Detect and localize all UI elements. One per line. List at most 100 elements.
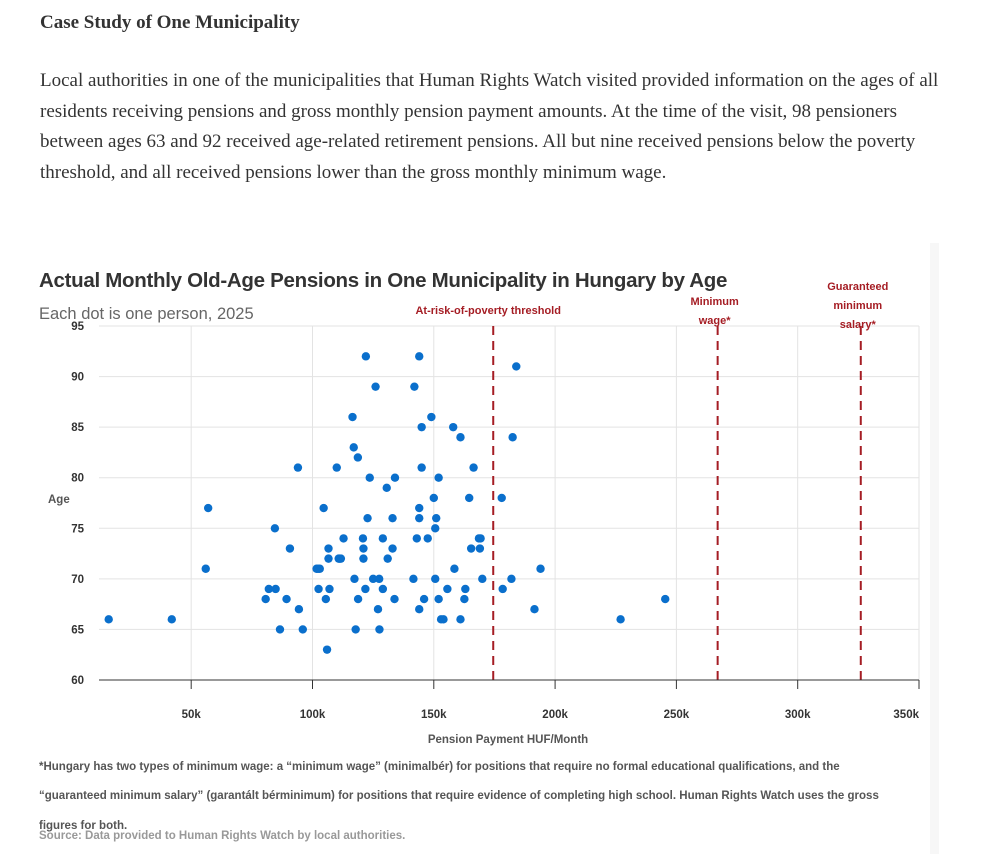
data-point xyxy=(350,574,359,584)
data-point xyxy=(475,544,485,553)
data-point xyxy=(530,605,539,614)
x-tick-label: 300k xyxy=(785,709,811,721)
data-point xyxy=(275,625,285,634)
data-point xyxy=(478,574,487,584)
data-point xyxy=(261,594,270,604)
reference-line-label: Guaranteed xyxy=(827,281,888,293)
data-point xyxy=(203,503,213,513)
data-point xyxy=(314,584,323,594)
data-point xyxy=(358,534,368,543)
data-point xyxy=(417,463,426,472)
section-heading: Case Study of One Municipality xyxy=(40,12,300,33)
axes: 60 65 70 75 80 85 90 95 50k 100k 150k 200k 250k 300k 3… xyxy=(71,321,919,721)
data-point xyxy=(361,584,370,594)
data-point xyxy=(476,534,485,543)
intro-paragraph: Local authorities in one of the municipa… xyxy=(40,70,939,183)
data-point xyxy=(201,564,210,573)
data-point xyxy=(390,594,399,604)
data-point xyxy=(382,483,391,493)
reference-line-label: salary* xyxy=(840,319,877,331)
footnote-line: *Hungary has two types of minimum wage: … xyxy=(39,761,840,773)
x-tick-label: 350k xyxy=(893,709,919,721)
data-point xyxy=(460,594,469,604)
data-point xyxy=(497,493,506,503)
data-point xyxy=(419,594,429,604)
data-point xyxy=(351,625,360,634)
data-point xyxy=(368,574,378,584)
x-tick-label: 150k xyxy=(421,709,447,721)
data-point xyxy=(461,584,470,594)
data-point xyxy=(498,584,507,594)
data-point xyxy=(456,615,465,624)
data-point xyxy=(325,584,334,594)
data-point xyxy=(271,584,280,594)
data-point xyxy=(365,473,374,482)
data-point xyxy=(415,503,424,513)
data-point xyxy=(415,605,424,614)
data-point xyxy=(512,362,521,371)
data-point xyxy=(335,554,344,563)
data-point xyxy=(298,625,307,634)
data-point xyxy=(353,594,363,604)
data-point xyxy=(415,352,424,361)
x-tick-label: 50k xyxy=(182,709,202,721)
data-point xyxy=(324,554,333,563)
y-tick-label: 80 xyxy=(71,473,84,485)
data-point xyxy=(285,544,295,553)
x-tick-label: 250k xyxy=(664,709,690,721)
data-point xyxy=(293,463,303,472)
data-point xyxy=(434,473,443,482)
data-point xyxy=(616,615,625,624)
data-point xyxy=(167,615,176,624)
data-point xyxy=(375,625,384,634)
source-note: Source: Data provided to Human Rights Wa… xyxy=(39,830,405,842)
data-point xyxy=(412,534,422,543)
data-point xyxy=(282,594,291,604)
data-point xyxy=(339,534,348,543)
footnote-line: “guaranteed minimum salary” (garantált b… xyxy=(39,790,879,802)
data-point xyxy=(661,594,670,604)
data-point xyxy=(417,422,426,432)
data-point xyxy=(348,412,357,422)
data-point xyxy=(324,544,333,553)
y-tick-label: 75 xyxy=(71,523,84,535)
y-tick-label: 95 xyxy=(71,321,84,333)
data-point xyxy=(359,544,368,553)
data-point xyxy=(378,534,388,543)
x-tick-label: 100k xyxy=(300,709,326,721)
data-point xyxy=(469,463,478,472)
data-point xyxy=(313,564,323,573)
data-point xyxy=(427,412,436,422)
data-point xyxy=(465,493,474,503)
data-point xyxy=(415,513,424,523)
data-point xyxy=(349,443,358,452)
reference-line-label: wage* xyxy=(698,315,732,327)
reference-line-label: At-risk-of-poverty threshold xyxy=(415,305,560,317)
data-point xyxy=(507,574,516,584)
data-point xyxy=(423,534,432,543)
chart-subtitle: Each dot is one person, 2025 xyxy=(39,305,254,323)
reference-line-label: Minimum xyxy=(690,296,738,308)
grid xyxy=(99,325,920,680)
data-point xyxy=(104,615,113,624)
reference-line-label: minimum xyxy=(833,300,882,312)
y-tick-label: 85 xyxy=(71,422,84,434)
data-point xyxy=(388,544,397,553)
panel-edge xyxy=(930,243,939,854)
data-point xyxy=(456,433,465,442)
y-tick-label: 70 xyxy=(71,574,84,586)
data-point xyxy=(508,433,517,442)
data-point xyxy=(294,605,304,614)
footnote-line: figures for both. xyxy=(39,820,127,832)
data-point xyxy=(443,584,452,594)
data-point xyxy=(322,645,332,654)
data-point xyxy=(388,513,397,523)
data-point xyxy=(431,574,440,584)
x-tick-label: 200k xyxy=(542,709,568,721)
data-point xyxy=(449,422,458,432)
data-point xyxy=(270,524,280,533)
y-tick-label: 90 xyxy=(71,372,84,384)
data-point xyxy=(332,463,341,472)
data-point xyxy=(373,605,383,614)
